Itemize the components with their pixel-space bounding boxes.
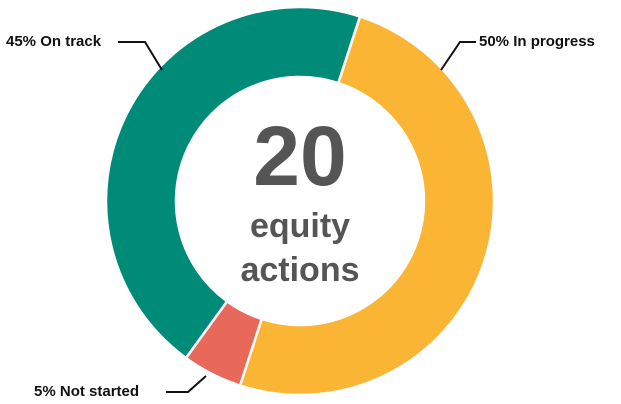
leader-line (440, 41, 476, 71)
category-label: In progress (513, 33, 595, 50)
value-label: 5% (34, 383, 56, 400)
value-label: 45% (6, 33, 36, 50)
slice-label: 45% On track (6, 33, 102, 50)
leader-line (166, 375, 207, 393)
center-line: actions (240, 251, 359, 289)
ring (104, 5, 496, 397)
center-value: 20 (253, 109, 346, 203)
slice (238, 14, 496, 397)
center-line: equity (250, 207, 350, 245)
leader-line (118, 41, 163, 71)
category-label: On track (40, 33, 102, 50)
slice (104, 5, 362, 360)
category-label: Not started (60, 383, 139, 400)
slice-label: 50% In progress (479, 33, 595, 50)
value-label: 50% (479, 33, 509, 50)
slice-label: 5% Not started (34, 383, 139, 400)
